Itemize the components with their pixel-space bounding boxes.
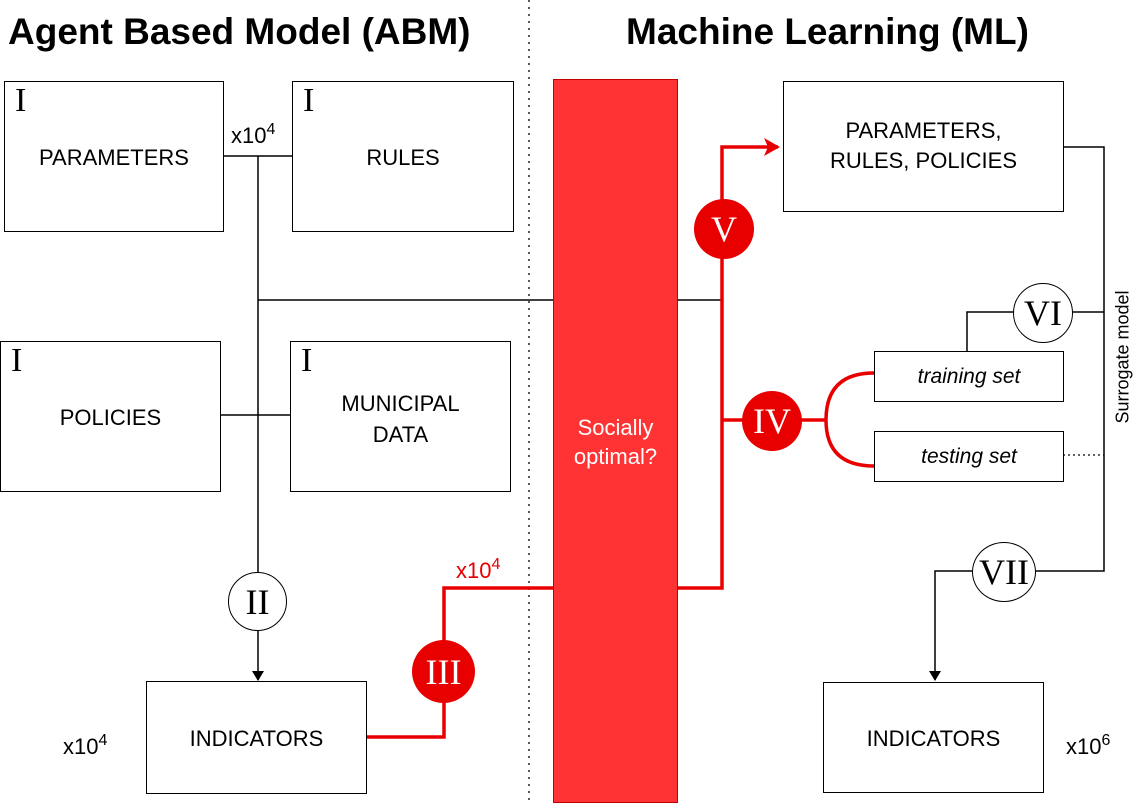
ml-heading: Machine Learning (ML)	[626, 11, 1029, 52]
step-ii-circle: II	[228, 572, 287, 631]
abm-indicators-box: INDICATORS	[146, 681, 367, 794]
ml-params-label-line1: PARAMETERS,	[845, 118, 1002, 143]
surrogate-model-label: Surrogate model	[1112, 290, 1133, 424]
abm-policies-label: POLICIES	[59, 405, 162, 430]
ml-indicators-multiplier: x106	[1066, 732, 1111, 759]
red-path-bar-to-ml	[678, 138, 780, 590]
filter-bar-label-line1: Socially	[577, 415, 654, 440]
abm-municipal-data-label-line2: DATA	[372, 422, 429, 447]
abm-municipal-data-label-line1: MUNICIPAL	[341, 391, 460, 416]
abm-rules-box: I RULES	[292, 81, 514, 232]
ml-indicators-box: INDICATORS	[823, 682, 1044, 793]
connector-params-to-surrogate	[1036, 146, 1105, 572]
abm-policies-box: I POLICIES	[0, 341, 221, 492]
training-set-box: training set	[874, 351, 1064, 402]
step-i-marker: I	[303, 82, 315, 119]
step-i-marker: I	[11, 342, 23, 379]
connector-training-to-vi	[966, 311, 1014, 351]
red-brace-to-sets	[824, 371, 875, 468]
step-v-circle: V	[694, 199, 754, 259]
abm-parameters-box: I PARAMETERS	[4, 81, 224, 232]
step-iii-circle: III	[412, 640, 475, 703]
testing-set-box: testing set	[874, 431, 1064, 482]
step-i-marker: I	[15, 82, 27, 119]
ml-params-label-line2: RULES, POLICIES	[829, 148, 1018, 173]
ml-parameters-rules-policies-box: PARAMETERS, RULES, POLICIES	[783, 81, 1064, 212]
filter-bar-label-line2: optimal?	[573, 444, 658, 469]
red-path-multiplier: x104	[456, 556, 501, 583]
abm-heading: Agent Based Model (ABM)	[8, 11, 471, 52]
step-vii-circle: VII	[972, 542, 1036, 602]
abm-rules-label: RULES	[366, 145, 440, 170]
step-vi-circle: VI	[1013, 283, 1073, 343]
abm-parameters-label: PARAMETERS	[39, 145, 189, 170]
abm-runs-multiplier: x104	[231, 121, 276, 148]
arrow-vii-to-indicators	[929, 570, 972, 681]
step-iv-circle: IV	[742, 391, 802, 451]
socially-optimal-filter-bar	[553, 79, 678, 803]
ml-indicators-label: INDICATORS	[866, 726, 1001, 751]
filter-bar-label: Socially optimal?	[553, 413, 678, 471]
step-i-marker: I	[301, 342, 313, 379]
abm-indicators-multiplier: x104	[63, 732, 108, 759]
abm-indicators-label: INDICATORS	[189, 726, 324, 751]
abm-municipal-data-box: I MUNICIPAL DATA	[290, 341, 511, 492]
